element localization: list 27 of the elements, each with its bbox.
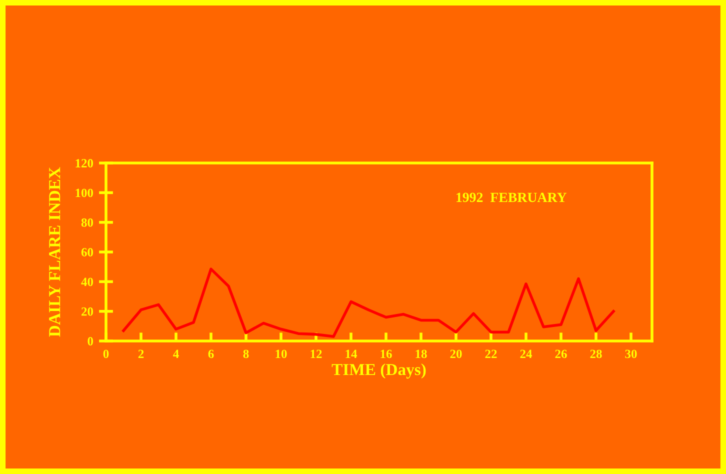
x-tick-label: 12: [310, 350, 322, 358]
x-tick-label: 22: [485, 350, 497, 358]
x-tick-label: 20: [450, 350, 462, 358]
x-axis-title: TIME (Days): [332, 363, 426, 379]
y-axis-title: DAILY FLARE INDEX: [49, 167, 60, 337]
x-tick-label: 26: [555, 350, 567, 358]
y-tick-label: 0: [88, 337, 94, 346]
x-tick-label: 10: [276, 350, 287, 358]
x-tick-label: 30: [625, 350, 637, 358]
x-tick-label: 24: [520, 350, 532, 358]
x-tick-label: 18: [416, 350, 427, 358]
y-tick-label: 40: [81, 278, 94, 286]
x-tick-label: 2: [138, 350, 144, 358]
x-tick-label: 14: [346, 350, 358, 358]
y-tick-label: 20: [82, 307, 94, 316]
y-tick-label: 120: [76, 159, 94, 168]
y-tick-label: 100: [76, 188, 94, 198]
x-tick-label: 16: [380, 350, 392, 358]
x-tick-label: 6: [208, 350, 214, 358]
x-tick-label: 4: [173, 350, 179, 358]
annotation: 1992 FEBRUARY: [456, 192, 567, 202]
y-tick-label: 60: [81, 248, 94, 256]
x-tick-label: 8: [243, 350, 249, 358]
x-tick-label: 28: [590, 350, 602, 358]
x-tick-label: 0: [103, 350, 109, 358]
y-tick-label: 80: [81, 218, 94, 227]
line-series: [122, 268, 615, 338]
